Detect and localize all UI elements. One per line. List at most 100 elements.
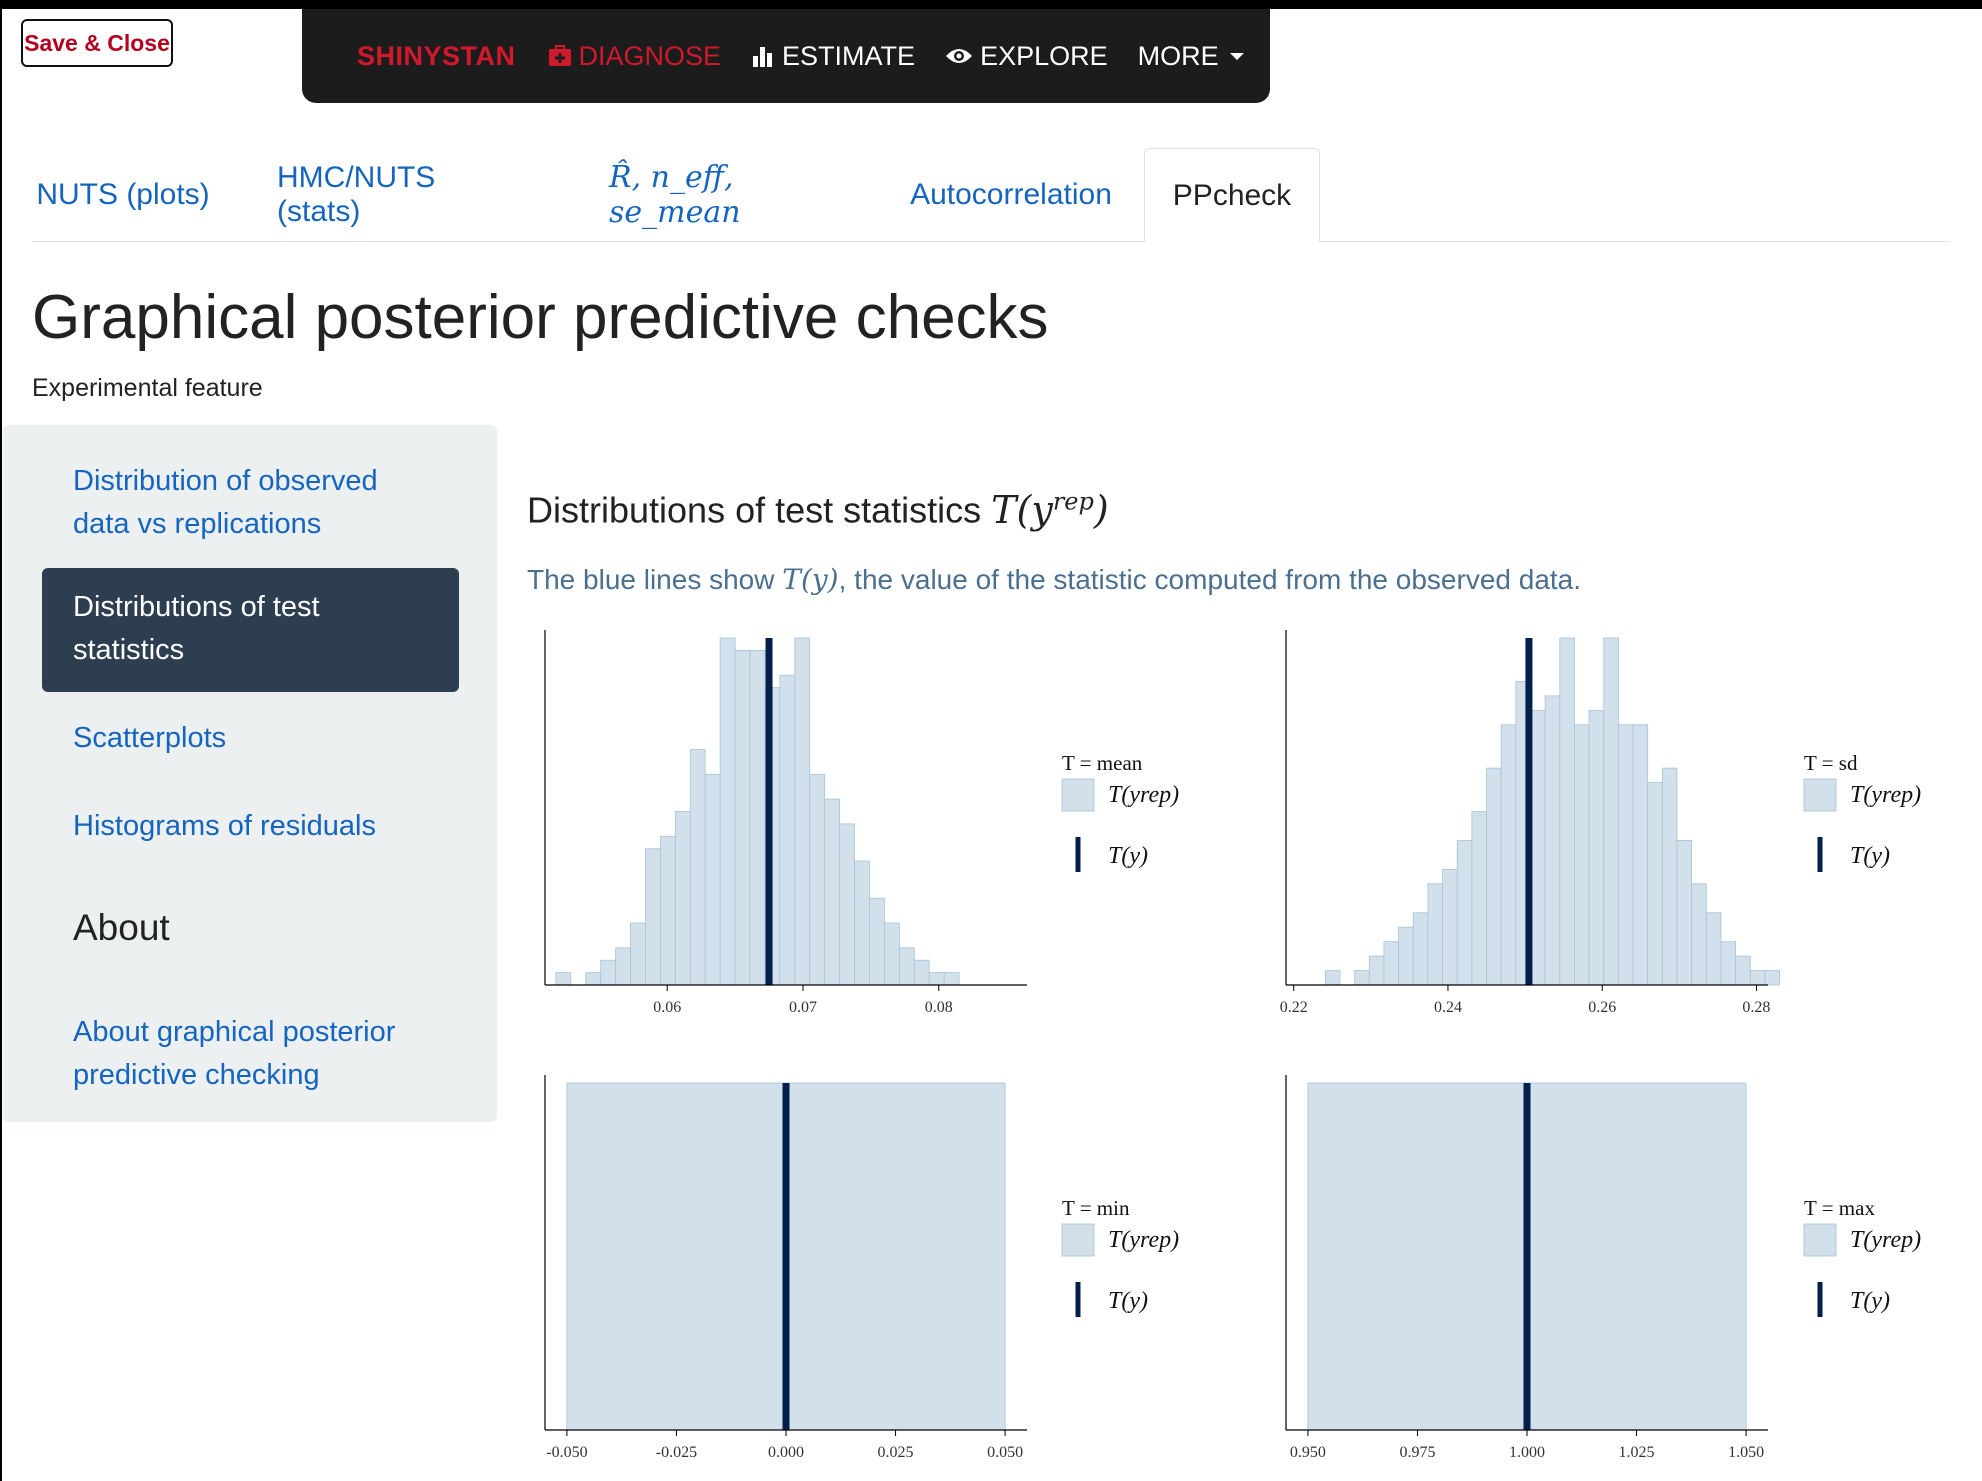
histogram-bar xyxy=(1442,868,1458,986)
sidebar-item-test-statistics[interactable]: Distributions of test statistics xyxy=(42,568,459,692)
histogram-bar xyxy=(884,922,900,986)
sidebar-item-histograms-residuals[interactable]: Histograms of residuals xyxy=(73,810,376,842)
tab-hmc-nuts-stats[interactable]: HMC/NUTS (stats) xyxy=(277,160,436,228)
nav-diagnose-label: DIAGNOSE xyxy=(578,40,722,71)
histogram-bar xyxy=(854,860,870,986)
histogram-bar xyxy=(1676,840,1693,986)
histogram-bar xyxy=(1617,724,1634,986)
sidebar-item-label: statistics xyxy=(73,634,185,666)
histogram-bar xyxy=(1632,724,1649,986)
histogram-bar xyxy=(630,922,646,986)
histogram-bar xyxy=(1427,883,1443,986)
histogram-bar xyxy=(660,835,676,986)
x-tick-label: 0.08 xyxy=(925,999,953,1016)
legend-observed-label: T(y) xyxy=(1850,843,1890,869)
histogram-bar xyxy=(1324,970,1341,986)
histogram-bar xyxy=(645,848,661,986)
page-subtitle: Experimental feature xyxy=(32,374,263,402)
histogram-bar xyxy=(689,749,706,986)
histogram-bar xyxy=(824,798,841,986)
legend-title: T = min xyxy=(1062,1196,1130,1220)
x-tick-label: -0.025 xyxy=(656,1444,697,1461)
histogram-bar xyxy=(1486,767,1502,986)
histogram-bar xyxy=(1354,970,1370,986)
histogram-bar xyxy=(719,637,736,986)
nav-estimate[interactable]: ESTIMATE xyxy=(751,41,915,72)
histogram-bar xyxy=(585,972,602,986)
x-tick-label: 0.975 xyxy=(1399,1444,1435,1461)
eye-icon xyxy=(946,49,973,63)
histogram-bar xyxy=(1705,912,1722,986)
legend-yrep-label: T(yrep) xyxy=(1108,1227,1179,1253)
histogram-bar xyxy=(704,773,721,986)
x-tick-label: 1.025 xyxy=(1619,1444,1655,1461)
nav-more[interactable]: MORE xyxy=(1138,41,1247,72)
legend-title: T = sd xyxy=(1804,751,1858,775)
nav-explore[interactable]: EXPLORE xyxy=(945,41,1108,72)
histogram-bar xyxy=(1471,811,1487,986)
histogram-bar xyxy=(749,649,766,986)
histogram-bar xyxy=(1647,782,1663,986)
nav-more-label: MORE xyxy=(1137,40,1219,71)
x-tick-label: 0.950 xyxy=(1290,1444,1326,1461)
histogram-bar xyxy=(1588,709,1605,986)
brand-link[interactable]: SHINYSTAN xyxy=(357,40,516,71)
histogram-bar xyxy=(1764,970,1780,986)
tab-nuts-plots[interactable]: NUTS (plots) xyxy=(36,177,210,211)
nav-diagnose[interactable]: DIAGNOSE xyxy=(548,40,722,72)
legend-observed-label: T(y) xyxy=(1108,843,1148,869)
x-tick-label: 0.06 xyxy=(653,999,681,1016)
sidebar-item-about-ppc[interactable]: About graphical posterior predictive che… xyxy=(73,1011,395,1097)
legend-yrep-swatch xyxy=(1061,1223,1095,1257)
legend-yrep-swatch xyxy=(1061,778,1095,812)
bar-chart-icon xyxy=(753,47,773,67)
sidebar-item-label: Distribution of observed xyxy=(73,465,378,497)
save-close-button[interactable]: Save & Close xyxy=(21,19,173,67)
section-description-end: , the value of the statistic computed fr… xyxy=(838,564,1582,595)
diagnostic-tabs: NUTS (plots) HMC/NUTS (stats) R̂, n_eff,… xyxy=(32,148,1950,242)
histogram-bar xyxy=(1412,912,1429,986)
histogram-bar xyxy=(943,972,960,986)
sidebar-item-scatterplots[interactable]: Scatterplots xyxy=(73,722,227,754)
histogram-bar xyxy=(1559,637,1575,986)
x-tick-label: 0.28 xyxy=(1742,999,1770,1016)
medkit-icon xyxy=(548,45,571,66)
window-top-border xyxy=(0,0,1982,9)
section-description-start: The blue lines show xyxy=(527,564,775,595)
plot-min: -0.050 -0.025 0.000 0.025 0.050 T = min T(yrep… xyxy=(544,1075,1179,1461)
legend-yrep-label: T(yrep) xyxy=(1850,1227,1921,1253)
histogram-bar xyxy=(615,947,631,986)
plot-sd: 0.22 0.24 0.26 0.28 T = sd T(yrep) T(y) xyxy=(1280,630,1921,1016)
histogram-bar xyxy=(928,972,945,986)
tab-rhat-neff-se[interactable]: R̂, n_eff, se_mean xyxy=(609,159,741,230)
plot-mean: 0.06 0.07 0.08 T = mean T(yrep) T(y) xyxy=(544,630,1179,1016)
sidebar-item-label: data vs replications xyxy=(73,508,322,540)
histogram-bar xyxy=(555,972,572,986)
histogram-bar xyxy=(600,959,617,986)
sidebar-item-label: About graphical posterior xyxy=(73,1016,396,1048)
histogram-bar xyxy=(1383,941,1399,986)
histogram-bar xyxy=(1691,883,1707,986)
histogram-bar xyxy=(779,674,796,986)
tab-autocorrelation[interactable]: Autocorrelation xyxy=(910,177,1112,211)
x-tick-label: 0.000 xyxy=(768,1444,804,1461)
histogram-bar xyxy=(1749,970,1766,986)
sidebar-item-label: predictive checking xyxy=(73,1059,320,1091)
tab-ppcheck[interactable]: PPcheck xyxy=(1144,148,1320,242)
legend-yrep-swatch xyxy=(1803,778,1837,812)
section-description-math: T(y) xyxy=(782,563,839,596)
legend-title: T = max xyxy=(1804,1196,1875,1220)
sidebar-item-observed-vs-replications[interactable]: Distribution of observed data vs replica… xyxy=(73,460,378,546)
nav-estimate-label: ESTIMATE xyxy=(782,40,916,71)
window-left-border xyxy=(0,0,2,1481)
histogram-bar xyxy=(839,823,855,986)
section-title: Distributions of test statistics T(yrep) xyxy=(527,487,1109,532)
x-tick-label: 0.025 xyxy=(878,1444,914,1461)
x-tick-label: 0.22 xyxy=(1280,999,1308,1016)
histogram-bar xyxy=(1368,955,1385,986)
plot-max: 0.950 0.975 1.000 1.025 1.050 T = max T(yrep) T… xyxy=(1285,1075,1921,1461)
x-tick-label: -0.050 xyxy=(546,1444,587,1461)
section-title-math: T(yrep) xyxy=(991,487,1109,532)
sidebar: Distribution of observed data vs replica… xyxy=(3,425,497,1122)
x-tick-label: 0.07 xyxy=(789,999,817,1016)
